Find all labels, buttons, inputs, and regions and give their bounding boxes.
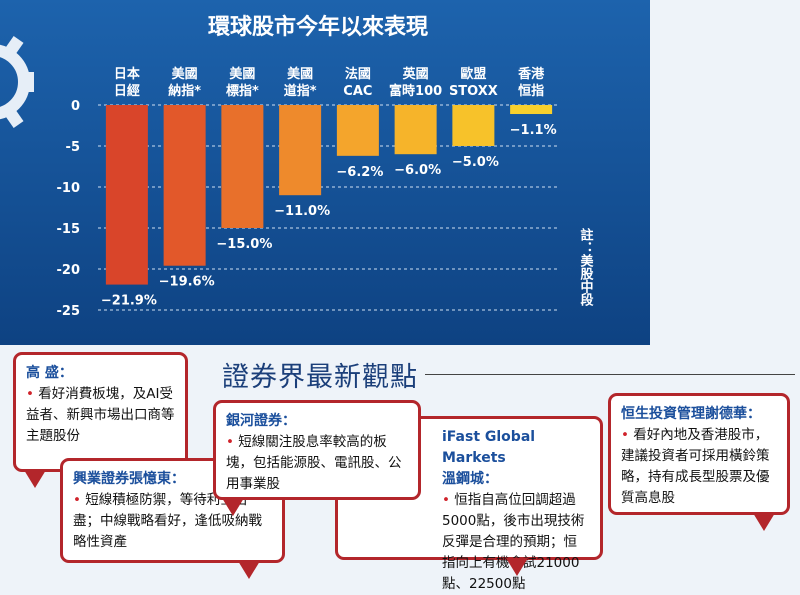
gear-teeth (4, 36, 34, 128)
bar (336, 105, 379, 156)
value-label: −6.0% (394, 163, 441, 178)
section-title: 證券界最新觀點 (222, 362, 418, 393)
x-tick-label: 富時100 (389, 83, 442, 99)
annotation: 註：美股中段 (578, 227, 594, 307)
y-tick-label: -5 (66, 140, 80, 155)
x-tick-label: 納指* (168, 83, 201, 99)
opinion-bubble: 銀河證券： 短線關注股息率較高的板塊，包括能源股、電訊股、公用事業股 (213, 400, 421, 516)
bar (452, 105, 495, 146)
x-tick-label: 恒指 (518, 83, 544, 99)
opinion-text: 看好內地及香港股市，建議投資者可採用橫鈴策略，持有成長型股票及優質高息股 (621, 425, 777, 509)
x-tick-label: 英國 (402, 66, 429, 82)
x-tick-label: 美國 (287, 66, 313, 82)
opinion-name: 恒生投資管理謝德華： (621, 406, 761, 422)
divider (425, 374, 795, 375)
opinion-name: 高 盛： (26, 365, 73, 381)
bubble-tail (222, 498, 244, 516)
opinion-bubble: 恒生投資管理謝德華： 看好內地及香港股市，建議投資者可採用橫鈴策略，持有成長型股… (608, 393, 790, 531)
opinion-name: iFast Global Markets (442, 429, 536, 466)
chart-title: 環球股市今年以來表現 (208, 14, 428, 40)
opinion-name: 興業證券張憶東： (73, 471, 185, 487)
opinion-name: 銀河證券： (226, 413, 296, 429)
opinion-text: 短線積極防禦，等待利空出盡；中線戰略看好，逢低吸納戰略性資產 (73, 490, 272, 553)
opinion-text: 短線關注股息率較高的板塊，包括能源股、電訊股、公用事業股 (226, 432, 408, 495)
opinion-name: 溫鋼城： (442, 471, 498, 487)
y-tick-label: 0 (71, 99, 80, 114)
bubble-tail (24, 470, 46, 488)
bubble-tail (753, 513, 775, 531)
value-label: −6.2% (336, 165, 383, 180)
bar (105, 105, 148, 285)
x-tick-label: CAC (343, 84, 372, 99)
value-label: −11.0% (274, 204, 330, 219)
opinion-bubble: 高 盛： 看好消費板塊，及AI受益者、新興市場出口商等主題股份 (13, 352, 188, 488)
y-tick-label: -10 (57, 181, 81, 196)
opinion-text: 恒指自高位回調超過5000點，後市出現技術反彈是合理的預期；恒指向上有機會試21… (348, 490, 590, 595)
bubble-tail (506, 558, 528, 576)
x-tick-label: 標指* (226, 83, 259, 99)
bar (510, 105, 553, 115)
value-label: −15.0% (216, 237, 272, 252)
value-label: −1.1% (510, 123, 557, 138)
bar (394, 105, 437, 155)
value-label: −21.9% (101, 294, 157, 309)
x-tick-label: 日本 (114, 66, 140, 82)
x-tick-label: 歐盟 (460, 66, 486, 82)
bubble-tail (238, 561, 260, 579)
x-tick-label: 道指* (284, 83, 317, 99)
value-label: −5.0% (452, 155, 499, 170)
y-tick-label: -25 (57, 304, 81, 319)
bar (221, 105, 264, 228)
x-tick-label: STOXX (449, 84, 498, 99)
x-tick-label: 法國 (345, 66, 371, 82)
chart: 環球股市今年以來表現 0-5-10-15-20-25日本日經−21.9%美國納指… (0, 0, 650, 345)
x-tick-label: 日經 (114, 83, 140, 99)
opinion-text: 看好消費板塊，及AI受益者、新興市場出口商等主題股份 (26, 384, 175, 447)
bar (279, 105, 322, 196)
chart-background (0, 0, 650, 345)
value-label: −19.6% (159, 275, 215, 290)
bar (163, 105, 206, 266)
y-tick-label: -20 (57, 263, 81, 278)
x-tick-label: 美國 (172, 66, 198, 82)
y-tick-label: -15 (57, 222, 81, 237)
x-tick-label: 香港 (517, 66, 545, 82)
x-tick-label: 美國 (229, 66, 255, 82)
